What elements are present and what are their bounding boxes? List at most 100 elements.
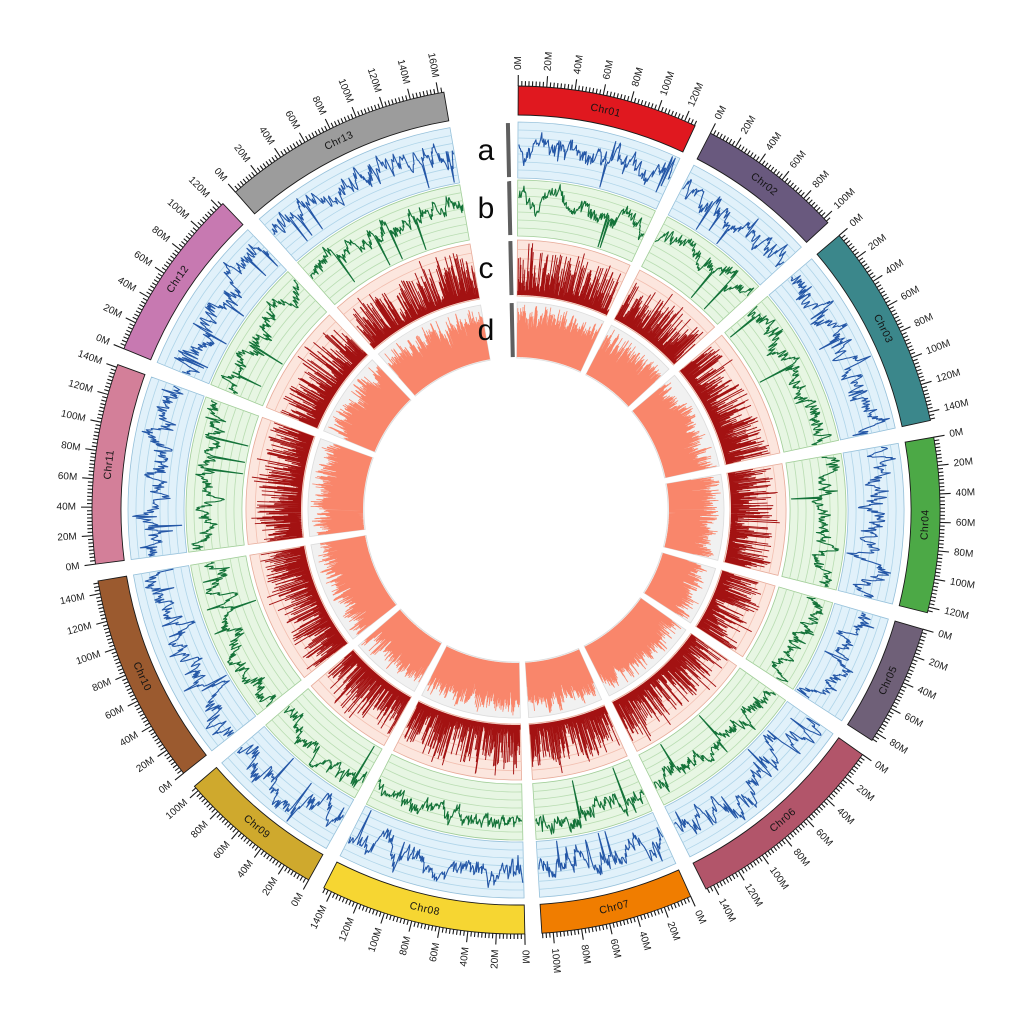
track-c-gridlines bbox=[732, 465, 778, 574]
track-d-Chr05 bbox=[643, 552, 717, 624]
track-a-series bbox=[174, 244, 278, 375]
track-d-Chr04 bbox=[662, 473, 725, 561]
track-d-Chr08 bbox=[421, 644, 521, 719]
track-b-gridlines bbox=[642, 672, 780, 799]
track-b-Chr06 bbox=[638, 667, 787, 806]
track-d-series bbox=[586, 329, 661, 407]
track-axis-d bbox=[509, 303, 515, 358]
track-a-series bbox=[518, 132, 676, 193]
tick-label: 40M bbox=[572, 54, 586, 75]
tick-label: 60M bbox=[428, 942, 442, 963]
tick-label: 0M bbox=[94, 332, 111, 347]
track-a-background bbox=[221, 725, 355, 850]
tick-marks-Chr13 bbox=[227, 82, 443, 193]
track-c-Chr05 bbox=[695, 569, 776, 658]
tick-label: 40M bbox=[116, 275, 138, 294]
track-b-background bbox=[745, 586, 834, 690]
tick-label: 120M bbox=[66, 620, 93, 637]
track-b-Chr08 bbox=[365, 753, 524, 841]
track-c-gridlines bbox=[318, 655, 408, 738]
tick-label: 120M bbox=[686, 81, 706, 108]
tick-label: 20M bbox=[953, 456, 973, 469]
tick-label: 80M bbox=[91, 677, 113, 695]
tick-label: 140M bbox=[309, 904, 330, 931]
track-b-series bbox=[202, 562, 277, 708]
tick-label: 0M bbox=[520, 950, 531, 964]
track-d-series bbox=[318, 535, 397, 635]
track-d-series bbox=[427, 646, 520, 716]
track-b-series bbox=[730, 305, 832, 446]
tick-label: 40M bbox=[458, 947, 471, 968]
track-b-series bbox=[378, 778, 523, 830]
tick-label: 100M bbox=[336, 77, 356, 104]
track-d-series bbox=[632, 382, 717, 478]
tick-labels-Chr04: 0M 20M 40M 60M 80M 100M 120M bbox=[943, 427, 976, 622]
track-c-Chr01 bbox=[516, 239, 631, 317]
chromosome-band-Chr10 bbox=[97, 575, 207, 774]
tick-label: 20M bbox=[489, 949, 501, 969]
track-b-series bbox=[654, 230, 755, 310]
track-b-Chr04 bbox=[781, 452, 847, 591]
track-d-series bbox=[384, 310, 490, 396]
tick-marks-Chr02 bbox=[709, 123, 833, 222]
tick-label: 100M bbox=[658, 70, 677, 97]
track-b-series bbox=[771, 596, 824, 683]
tick-marks-Chr05 bbox=[872, 628, 934, 743]
tick-label: 20M bbox=[665, 920, 682, 942]
track-b-gridlines bbox=[302, 192, 469, 299]
tick-label: 100M bbox=[925, 338, 952, 357]
track-a-series bbox=[271, 143, 455, 242]
track-a-Chr01 bbox=[517, 121, 681, 210]
tick-marks-Chr04 bbox=[927, 434, 951, 613]
tick-label: 20M bbox=[231, 143, 252, 165]
tick-label: 60M bbox=[956, 518, 976, 530]
track-d-series bbox=[644, 553, 708, 619]
track-a-gridlines bbox=[164, 235, 282, 381]
tick-label: 40M bbox=[235, 858, 255, 880]
tick-label: 160M bbox=[425, 52, 440, 79]
track-b-gridlines bbox=[517, 187, 653, 255]
tick-label: 20M bbox=[927, 657, 949, 674]
track-a-gridlines bbox=[517, 129, 677, 203]
tick-label: 20M bbox=[854, 783, 876, 804]
track-c-Chr04 bbox=[723, 463, 787, 576]
tick-label: 140M bbox=[59, 592, 86, 608]
tick-label: 20M bbox=[101, 302, 123, 320]
track-b-gridlines bbox=[271, 693, 379, 792]
chromosome-band-Chr01 bbox=[517, 85, 696, 153]
track-a-Chr03 bbox=[768, 258, 896, 441]
tick-label: 0M bbox=[937, 629, 953, 643]
track-a-background bbox=[535, 811, 677, 898]
tick-label: 0M bbox=[872, 759, 890, 776]
track-c-series bbox=[696, 570, 762, 650]
track-a-series bbox=[796, 612, 875, 699]
track-a-Chr05 bbox=[794, 602, 889, 722]
tick-label: 100M bbox=[164, 797, 190, 822]
track-d-Chr02 bbox=[585, 324, 670, 408]
track-d-series bbox=[310, 443, 373, 536]
track-b-gridlines bbox=[369, 760, 523, 833]
tick-label: 40M bbox=[256, 125, 276, 147]
track-c-Chr02 bbox=[613, 269, 716, 366]
tick-marks-Chr09 bbox=[189, 787, 310, 890]
track-b-background bbox=[517, 179, 656, 263]
tick-label: 80M bbox=[578, 944, 592, 965]
tick-label: 140M bbox=[943, 397, 970, 413]
track-c-Chr10 bbox=[249, 545, 349, 679]
tick-label: 0M bbox=[949, 427, 965, 440]
tick-label: 60M bbox=[608, 938, 623, 959]
tick-label: 40M bbox=[884, 258, 906, 278]
chromosome-band-Chr11 bbox=[91, 364, 146, 565]
track-c-series bbox=[260, 546, 348, 670]
tick-marks-Chr10 bbox=[89, 582, 184, 781]
tick-label: 40M bbox=[916, 684, 938, 702]
tick-label: 120M bbox=[337, 916, 357, 943]
chromosome-band-Chr03 bbox=[816, 234, 931, 428]
chromosome-band-Chr04 bbox=[898, 436, 941, 614]
track-b-Chr02 bbox=[641, 216, 760, 325]
track-c-series bbox=[529, 705, 620, 774]
